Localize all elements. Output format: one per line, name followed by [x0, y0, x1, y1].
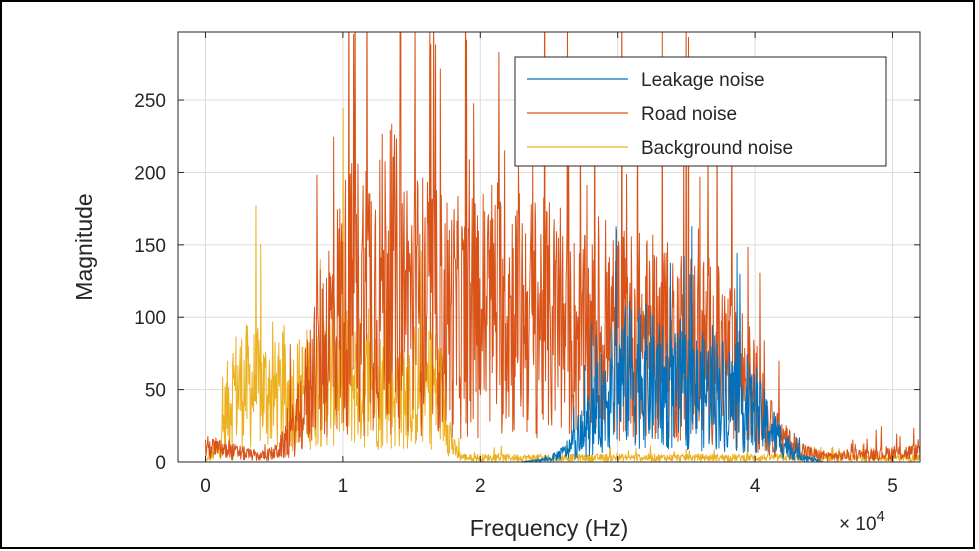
y-axis-label: Magnitude: [71, 193, 97, 300]
y-tick-label: 0: [155, 453, 166, 474]
y-tick-label: 50: [145, 381, 166, 402]
y-axis-ticks: 0 50 100 150 200 250: [134, 91, 920, 474]
x-axis-label: Frequency (Hz): [470, 515, 628, 541]
y-tick-label: 150: [134, 236, 166, 257]
y-tick-label: 250: [134, 91, 166, 112]
legend-label: Road noise: [641, 104, 737, 125]
x-exponent-power: 4: [877, 508, 885, 525]
plot-area: [204, 32, 920, 462]
x-axis-ticks: 0 1 2 3 4 5: [200, 32, 898, 497]
x-axis-exponent: × 104: [839, 508, 885, 535]
legend-label: Background noise: [641, 138, 793, 159]
x-tick-label: 0: [200, 476, 211, 497]
x-tick-label: 5: [887, 476, 898, 497]
x-tick-label: 4: [750, 476, 761, 497]
axes-box: [177, 31, 921, 463]
legend-box: [514, 56, 887, 167]
x-tick-label: 3: [612, 476, 623, 497]
x-exponent-base: × 10: [839, 514, 877, 535]
y-tick-label: 100: [134, 308, 166, 329]
legend: Leakage noise Road noise Background noise: [514, 56, 887, 167]
series-line-leakage-noise: [205, 226, 920, 462]
y-tick-label: 200: [134, 163, 166, 184]
legend-label: Leakage noise: [641, 70, 765, 91]
x-tick-label: 1: [338, 476, 349, 497]
series-line-road-noise: [204, 32, 920, 462]
x-tick-label: 2: [475, 476, 486, 497]
